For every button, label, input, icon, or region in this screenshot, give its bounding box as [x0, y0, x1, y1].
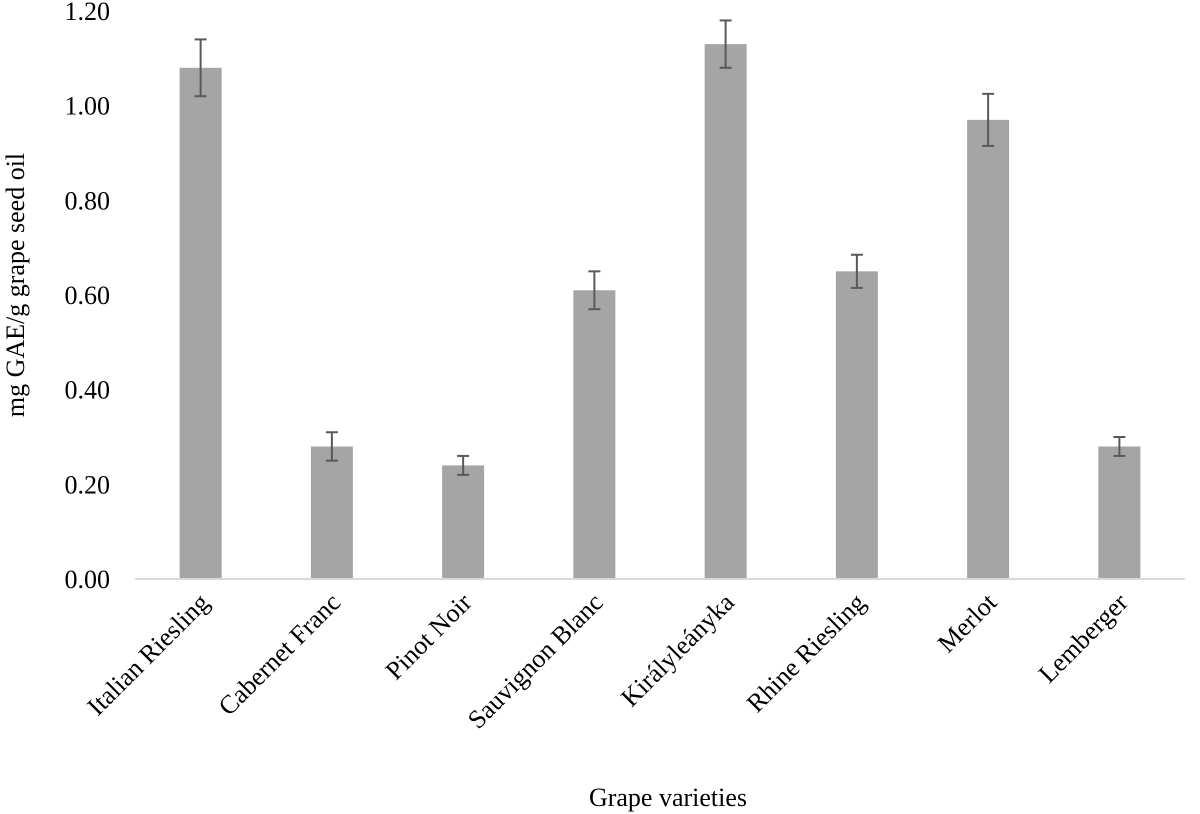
y-tick-label: 0.40: [65, 376, 111, 405]
x-tick-label: Italian Riesling: [82, 588, 215, 721]
bar: [1098, 446, 1141, 579]
bar: [442, 465, 485, 579]
error-bar: [325, 431, 338, 462]
error-bar: [982, 92, 995, 147]
y-tick-label: 0.80: [65, 186, 111, 215]
error-bar: [588, 270, 601, 311]
bar: [835, 271, 878, 579]
bar: [967, 119, 1010, 579]
bar: [179, 67, 222, 580]
bar: [704, 44, 747, 579]
error-bar: [194, 38, 207, 98]
x-tick-label: Sauvignon Blanc: [462, 588, 609, 735]
y-tick-label: 1.20: [65, 0, 111, 26]
y-axis-title: mg GAE/g grape seed oil: [1, 153, 30, 417]
x-tick-label: Merlot: [932, 587, 1003, 658]
error-bar: [850, 253, 863, 289]
x-tick-label: Rhine Riesling: [741, 588, 871, 718]
y-tick-label: 0.60: [65, 281, 111, 310]
x-tick-label: Lemberger: [1033, 587, 1134, 688]
bar: [310, 446, 353, 579]
error-bar: [457, 454, 470, 476]
y-tick-label: 0.00: [65, 565, 111, 594]
y-axis-ticks: 0.00 0.20 0.40 0.60 0.80 1.00 1.20: [65, 0, 111, 594]
y-tick-label: 0.20: [65, 470, 111, 499]
y-tick-label: 1.00: [65, 92, 111, 121]
bar: [573, 290, 616, 579]
error-bars-group: [194, 19, 1126, 476]
x-tick-label: Királyleányka: [615, 587, 740, 712]
x-tick-label: Cabernet Franc: [213, 588, 346, 721]
error-bar: [1113, 436, 1126, 457]
bars-group: [179, 44, 1141, 580]
x-tick-label: Pinot Noir: [380, 588, 478, 686]
error-bar: [719, 19, 732, 69]
x-axis-title: Grape varieties: [589, 783, 747, 812]
